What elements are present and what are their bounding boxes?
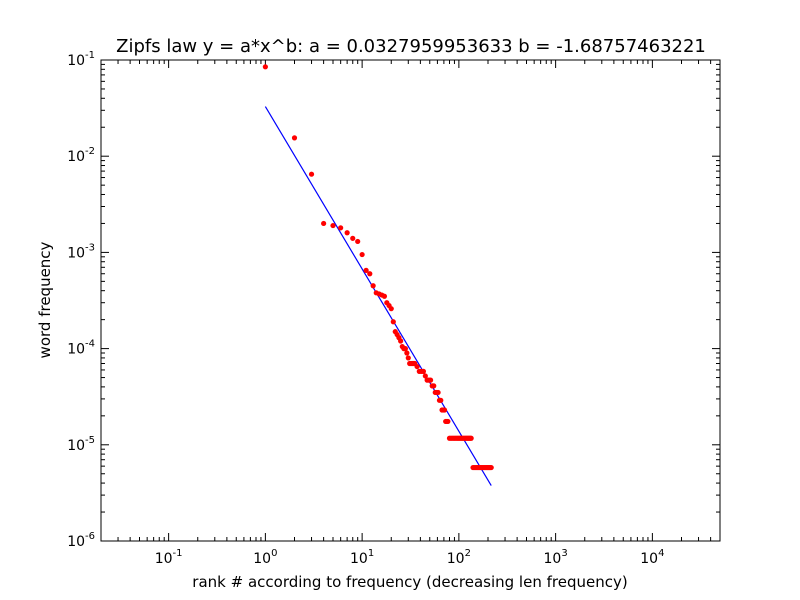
data-point	[404, 350, 410, 356]
data-point	[350, 235, 356, 241]
axis-ticks	[101, 59, 720, 542]
data-point	[441, 407, 448, 413]
data-point	[468, 435, 474, 441]
data-point	[370, 283, 376, 289]
data-point	[435, 389, 441, 396]
x-tick-label: 103	[544, 548, 568, 567]
x-tick-label: 100	[253, 548, 277, 567]
data-point	[427, 377, 434, 383]
data-point	[402, 346, 408, 352]
data-point	[344, 230, 350, 236]
y-tick-label: 10-2	[67, 146, 95, 165]
data-point	[388, 306, 394, 312]
plot-area	[100, 59, 721, 542]
data-point	[355, 238, 361, 245]
data-point	[420, 368, 427, 374]
x-tick-label: 101	[350, 548, 374, 567]
data-point	[398, 338, 404, 344]
data-point	[291, 135, 298, 141]
x-axis-label: rank # according to frequency (decreasin…	[192, 573, 627, 591]
chart-title: Zipfs law y = a*x^b: a = 0.0327959953633…	[116, 36, 706, 57]
data-point	[422, 373, 428, 379]
data-point	[414, 363, 420, 370]
data-point	[488, 464, 494, 471]
data-point	[338, 225, 344, 231]
data-point	[330, 222, 336, 229]
data-point	[438, 397, 444, 403]
data-point	[308, 171, 315, 177]
y-tick-label: 10-4	[67, 339, 95, 358]
tick-labels: 10-1 100 101 102 103 104 10-1 10-2 10-3 10-4 10-5 1…	[67, 50, 664, 567]
y-axis-label: word frequency	[36, 241, 54, 358]
data-point	[431, 383, 437, 389]
y-tick-label: 10-1	[67, 50, 95, 69]
x-tick-label: 104	[640, 548, 664, 567]
data-point	[405, 355, 411, 361]
data-point	[390, 319, 396, 325]
data-point	[367, 271, 373, 277]
data-point	[262, 64, 268, 70]
data-point	[363, 267, 369, 273]
data-point	[445, 418, 451, 425]
scatter-points	[262, 64, 494, 471]
data-point	[381, 293, 388, 299]
y-tick-label: 10-3	[67, 242, 95, 261]
x-tick-label: 10-1	[155, 548, 183, 567]
x-tick-label: 102	[447, 548, 471, 567]
data-point	[321, 220, 327, 227]
y-tick-label: 10-5	[67, 435, 95, 454]
data-point	[359, 251, 365, 258]
y-tick-label: 10-6	[67, 531, 95, 550]
